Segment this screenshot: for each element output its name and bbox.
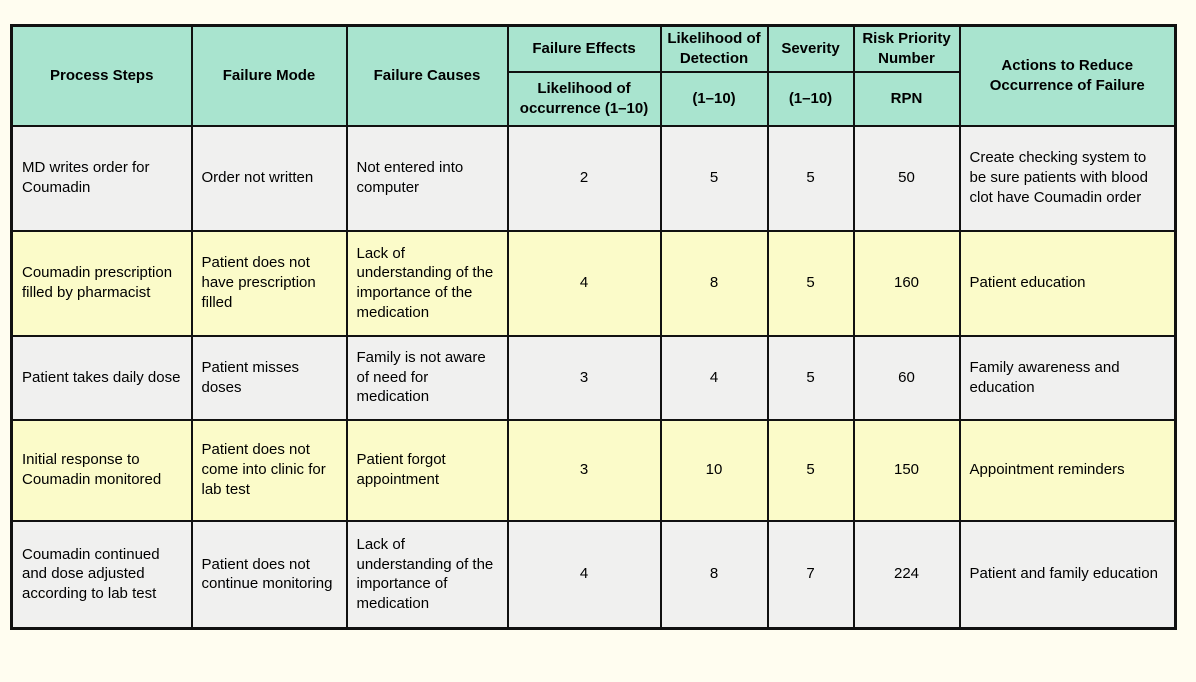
- cell-severity: 5: [766, 334, 855, 421]
- cell-occurrence: 3: [506, 418, 662, 522]
- cell-failure-mode: Patient misses doses: [190, 334, 348, 421]
- header-failure-causes: Failure Causes: [345, 24, 509, 127]
- cell-severity: 5: [766, 418, 855, 522]
- cell-process-step: Coumadin prescription filled by pharmaci…: [10, 229, 193, 337]
- table-row: Coumadin continued and dose adjusted acc…: [10, 519, 1177, 630]
- table-row: Patient takes daily dose Patient misses …: [10, 334, 1177, 421]
- cell-actions: Patient education: [958, 229, 1177, 337]
- cell-occurrence: 4: [506, 519, 662, 630]
- subheader-occurrence: Likelihood of occurrence (1–10): [506, 70, 662, 127]
- cell-process-step: MD writes order for Coumadin: [10, 124, 193, 232]
- cell-rpn: 150: [852, 418, 961, 522]
- cell-severity: 5: [766, 124, 855, 232]
- table-row: Coumadin prescription filled by pharmaci…: [10, 229, 1177, 337]
- cell-severity: 5: [766, 229, 855, 337]
- cell-actions: Family awareness and education: [958, 334, 1177, 421]
- cell-occurrence: 3: [506, 334, 662, 421]
- cell-rpn: 160: [852, 229, 961, 337]
- subheader-detection-scale: (1–10): [659, 70, 769, 127]
- cell-severity: 7: [766, 519, 855, 630]
- cell-failure-causes: Not entered into computer: [345, 124, 509, 232]
- header-likelihood-detection: Likelihood of Detection: [659, 24, 769, 73]
- cell-detection: 10: [659, 418, 769, 522]
- cell-rpn: 50: [852, 124, 961, 232]
- cell-failure-causes: Family is not aware of need for medicati…: [345, 334, 509, 421]
- cell-detection: 4: [659, 334, 769, 421]
- header-risk-priority: Risk Priority Number: [852, 24, 961, 73]
- header-row-top: Process Steps Failure Mode Failure Cause…: [10, 24, 1177, 127]
- table-row: Initial response to Coumadin monitored P…: [10, 418, 1177, 522]
- header-actions: Actions to Reduce Occurrence of Failure: [958, 24, 1177, 127]
- cell-failure-causes: Lack of understanding of the importance …: [345, 519, 509, 630]
- subheader-rpn: RPN: [852, 70, 961, 127]
- cell-detection: 8: [659, 519, 769, 630]
- cell-detection: 8: [659, 229, 769, 337]
- header-severity: Severity: [766, 24, 855, 73]
- table-header: Process Steps Failure Mode Failure Cause…: [10, 24, 1177, 127]
- cell-occurrence: 2: [506, 124, 662, 232]
- cell-failure-causes: Patient forgot appointment: [345, 418, 509, 522]
- cell-actions: Create checking system to be sure patien…: [958, 124, 1177, 232]
- table-body: MD writes order for Coumadin Order not w…: [10, 124, 1177, 630]
- cell-occurrence: 4: [506, 229, 662, 337]
- header-failure-mode: Failure Mode: [190, 24, 348, 127]
- cell-process-step: Patient takes daily dose: [10, 334, 193, 421]
- fmea-table: Process Steps Failure Mode Failure Cause…: [10, 24, 1177, 631]
- cell-detection: 5: [659, 124, 769, 232]
- cell-failure-mode: Order not written: [190, 124, 348, 232]
- cell-process-step: Initial response to Coumadin monitored: [10, 418, 193, 522]
- cell-rpn: 224: [852, 519, 961, 630]
- header-row-sub: Likelihood of occurrence (1–10) (1–10) (…: [12, 70, 1176, 127]
- cell-process-step: Coumadin continued and dose adjusted acc…: [10, 519, 193, 630]
- cell-actions: Patient and family education: [958, 519, 1177, 630]
- header-process-steps: Process Steps: [10, 24, 193, 127]
- header-failure-effects: Failure Effects: [506, 24, 662, 73]
- table-row: MD writes order for Coumadin Order not w…: [10, 124, 1177, 232]
- cell-failure-mode: Patient does not continue monitoring: [190, 519, 348, 630]
- cell-failure-mode: Patient does not come into clinic for la…: [190, 418, 348, 522]
- subheader-severity-scale: (1–10): [766, 70, 855, 127]
- cell-actions: Appointment reminders: [958, 418, 1177, 522]
- cell-failure-mode: Patient does not have prescription fille…: [190, 229, 348, 337]
- cell-rpn: 60: [852, 334, 961, 421]
- cell-failure-causes: Lack of understanding of the importance …: [345, 229, 509, 337]
